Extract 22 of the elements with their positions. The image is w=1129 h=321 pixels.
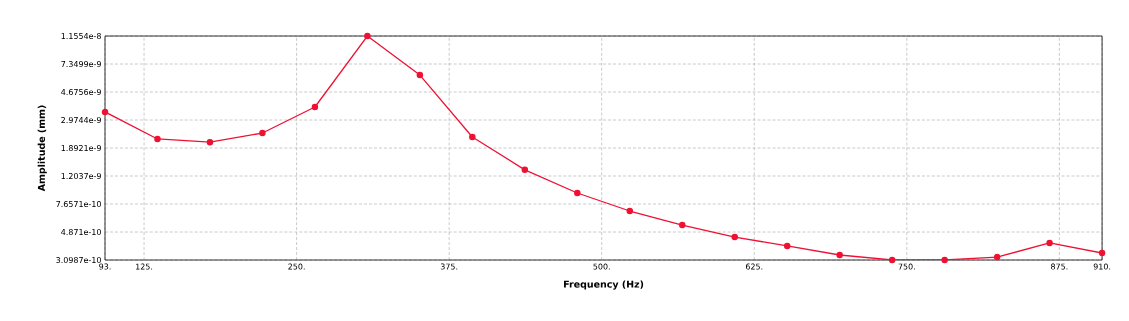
point xyxy=(206,138,214,146)
y-axis-title: Amplitude (mm) xyxy=(37,105,47,192)
point xyxy=(731,233,738,241)
point xyxy=(101,108,109,116)
point xyxy=(259,129,266,137)
point xyxy=(993,253,1001,261)
point xyxy=(836,251,843,259)
point xyxy=(1098,249,1106,257)
point xyxy=(574,189,581,197)
point xyxy=(783,242,791,250)
point xyxy=(1046,239,1053,247)
point xyxy=(888,256,896,264)
x-axis-title: Frequency (Hz) xyxy=(564,280,644,290)
point xyxy=(154,135,161,143)
point xyxy=(521,166,529,174)
point xyxy=(311,103,319,111)
point xyxy=(941,256,948,264)
point xyxy=(626,207,634,215)
point xyxy=(469,133,476,141)
point xyxy=(416,71,424,79)
point xyxy=(679,221,686,229)
point xyxy=(364,32,371,40)
